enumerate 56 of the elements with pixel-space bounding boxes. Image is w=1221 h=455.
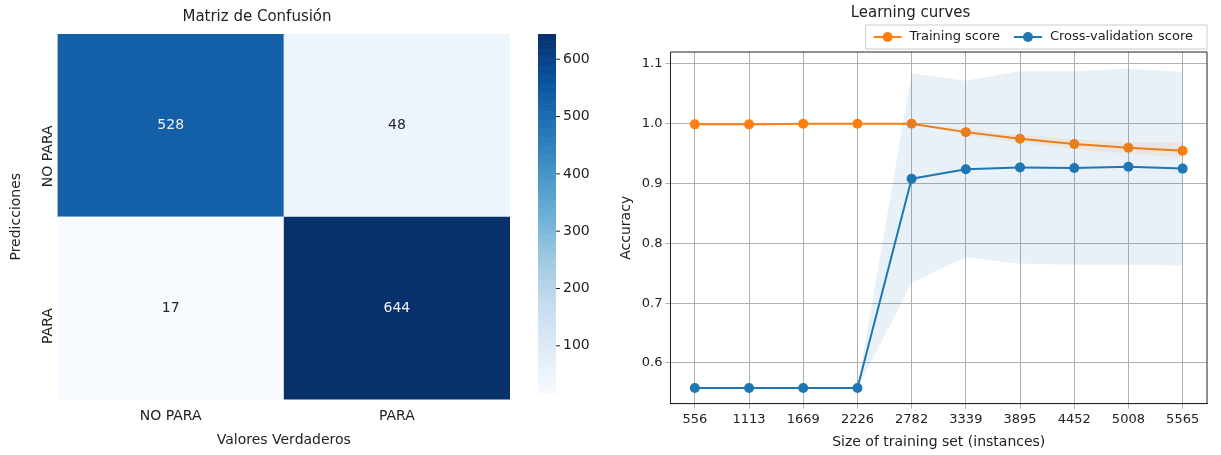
x-tick-label: 1113 bbox=[732, 410, 766, 426]
x-tick-label: 556 bbox=[682, 410, 708, 426]
x-tick-label: NO PARA bbox=[139, 407, 203, 424]
data-label: 17 bbox=[161, 298, 180, 315]
color-bar-label: 300 bbox=[563, 221, 590, 238]
y-tick-label: 0.8 bbox=[641, 234, 663, 250]
y-tick-label: 0.7 bbox=[641, 294, 663, 310]
point bbox=[798, 383, 809, 394]
y-tick-label: 1.0 bbox=[641, 115, 663, 131]
color-bar-label: 400 bbox=[563, 164, 590, 181]
point bbox=[1015, 162, 1026, 173]
chart-title: Learning curves bbox=[850, 2, 971, 21]
point bbox=[852, 118, 863, 129]
point bbox=[798, 118, 809, 129]
point bbox=[744, 119, 755, 130]
color-bar-label: 200 bbox=[563, 279, 590, 296]
point bbox=[906, 173, 917, 184]
point bbox=[960, 164, 971, 175]
point bbox=[1177, 145, 1188, 156]
chart-title: Matriz de Confusión bbox=[182, 6, 332, 25]
legend-label: Cross-validation score bbox=[1049, 28, 1193, 44]
x-tick-label: 4452 bbox=[1057, 410, 1091, 426]
x-tick-label: 3895 bbox=[1003, 410, 1037, 426]
x-tick-label: 2782 bbox=[895, 410, 929, 426]
color-bar-label: 100 bbox=[563, 336, 590, 353]
point bbox=[744, 383, 755, 394]
x-axis-title: Size of training set (instances) bbox=[832, 433, 1046, 450]
x-tick-label: 5565 bbox=[1166, 410, 1200, 426]
point bbox=[1177, 163, 1188, 174]
data-label: 644 bbox=[383, 298, 411, 315]
x-tick-label: 3339 bbox=[949, 410, 983, 426]
point bbox=[852, 383, 863, 394]
x-axis-title: Valores Verdaderos bbox=[216, 431, 351, 448]
point bbox=[1069, 139, 1080, 150]
point bbox=[960, 127, 971, 138]
point bbox=[1069, 163, 1080, 173]
point bbox=[1123, 142, 1134, 153]
point bbox=[689, 383, 700, 394]
color-bar-label: 600 bbox=[563, 49, 590, 66]
x-tick-label: 5008 bbox=[1111, 410, 1145, 426]
color-bar-label: 500 bbox=[563, 107, 590, 124]
x-tick-label: 1669 bbox=[786, 410, 820, 426]
y-axis-title: Accuracy bbox=[617, 195, 634, 260]
point bbox=[689, 119, 700, 130]
data-label: 528 bbox=[157, 115, 185, 132]
y-axis-title: Predicciones bbox=[7, 172, 24, 261]
x-tick-label: 2226 bbox=[840, 410, 875, 426]
y-tick-label: 1.1 bbox=[641, 55, 663, 71]
legend-label: Training score bbox=[908, 28, 1000, 44]
y-tick-label: 0.6 bbox=[641, 354, 663, 370]
point bbox=[1123, 161, 1134, 172]
x-tick-label: PARA bbox=[378, 407, 416, 424]
point bbox=[1015, 133, 1026, 144]
point bbox=[906, 118, 917, 129]
y-tick-label: 0.9 bbox=[641, 174, 663, 190]
data-label: 48 bbox=[387, 115, 406, 132]
